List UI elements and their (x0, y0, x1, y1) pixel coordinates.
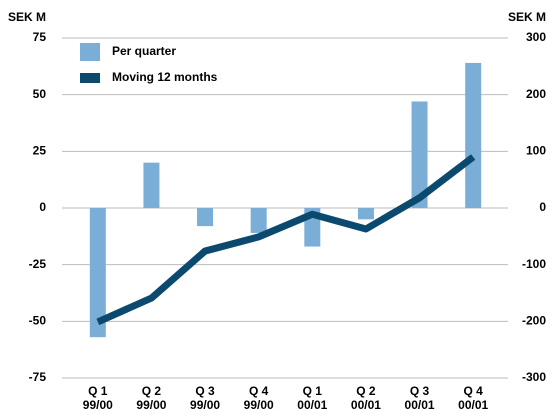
y2-axis-label: SEK M (508, 10, 546, 24)
y-tick-label: 50 (33, 87, 47, 101)
y2-tick-label: -100 (522, 257, 546, 271)
bar (89, 208, 106, 338)
y-tick-label: -75 (29, 370, 47, 384)
bar (465, 62, 482, 208)
y2-tick-label: 200 (526, 87, 546, 101)
x-tick-label: Q 4 (249, 384, 269, 398)
bar (250, 208, 267, 233)
y-tick-label: -25 (29, 257, 47, 271)
x-tick-label: Q 3 (410, 384, 430, 398)
x-tick-label: Q 4 (464, 384, 484, 398)
x-tick-label: 99/00 (136, 398, 166, 412)
x-tick-label: 00/01 (458, 398, 488, 412)
line (96, 154, 476, 326)
y2-tick-label: 100 (526, 144, 546, 158)
bar (143, 162, 160, 208)
legend-swatch (80, 73, 100, 83)
y-tick-label: -50 (29, 314, 47, 328)
y2-tick-label: 0 (539, 200, 546, 214)
y2-tick-label: -300 (522, 370, 546, 384)
bar (357, 208, 374, 220)
x-tick-label: 99/00 (83, 398, 113, 412)
y-axis-label: SEK M (8, 10, 46, 24)
x-tick-label: 00/01 (405, 398, 435, 412)
y-tick-label: 0 (39, 200, 46, 214)
x-tick-label: Q 1 (88, 384, 108, 398)
x-tick-label: 00/01 (351, 398, 381, 412)
x-tick-label: 99/00 (244, 398, 274, 412)
x-tick-label: Q 2 (356, 384, 376, 398)
legend-label: Per quarter (112, 44, 176, 58)
y2-tick-label: -200 (522, 314, 546, 328)
legend-label: Moving 12 months (112, 70, 218, 84)
y-tick-label: 25 (33, 144, 47, 158)
x-tick-label: Q 2 (142, 384, 162, 398)
bar (411, 101, 428, 208)
y2-tick-label: 300 (526, 30, 546, 44)
x-tick-label: Q 3 (195, 384, 215, 398)
bar (197, 208, 214, 227)
y-tick-label: 75 (33, 30, 47, 44)
x-tick-label: Q 1 (303, 384, 323, 398)
legend-swatch (80, 43, 100, 61)
x-tick-label: 99/00 (190, 398, 220, 412)
x-tick-label: 00/01 (297, 398, 327, 412)
